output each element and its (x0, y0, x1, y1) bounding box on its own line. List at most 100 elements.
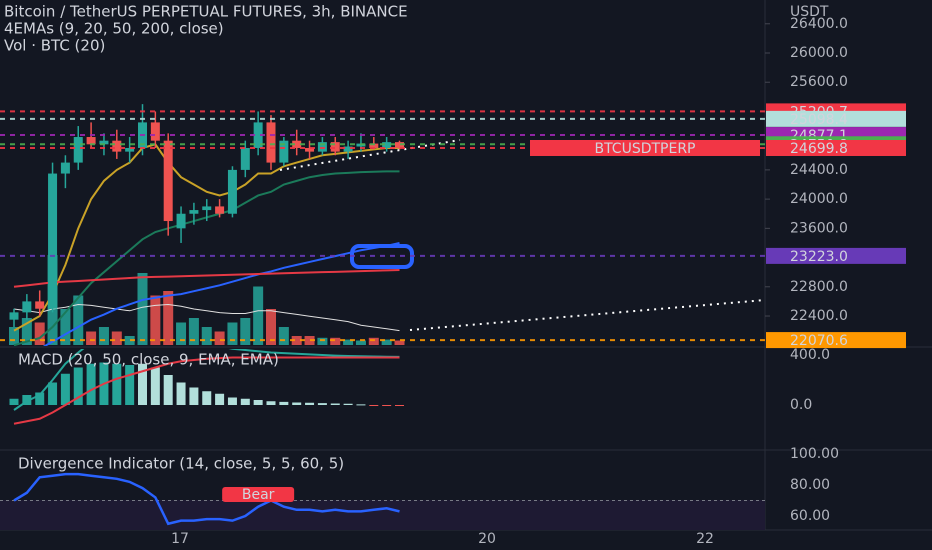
volume-bar (73, 295, 84, 345)
overlays: 25200.725098.424877.124750.824699.8BTCUS… (0, 103, 906, 349)
price-tag (766, 332, 906, 349)
macd-histogram-bar (48, 382, 58, 405)
macd-histogram-bar (343, 403, 353, 405)
macd-histogram-bar (150, 367, 160, 405)
volume-bar (163, 291, 174, 345)
price-tag (766, 247, 906, 264)
symbol-tag-label: BTCUSDTPERP (594, 141, 695, 157)
candle-body (292, 140, 302, 148)
macd-tick-label: 0.0 (790, 397, 812, 413)
volume-bar (240, 318, 251, 345)
volume-bar (214, 331, 225, 345)
macd-pane (9, 349, 404, 425)
macd-histogram-bar (138, 363, 147, 405)
price-tag (766, 139, 906, 156)
ema-line (42, 241, 400, 346)
volume-bar (227, 322, 238, 345)
candle-body (112, 140, 122, 152)
price-tick-label: 25600.0 (790, 74, 848, 90)
macd-tick-label: 400.0 (790, 347, 830, 363)
candle-body (60, 162, 70, 174)
price-tick-label: 23600.0 (790, 220, 848, 236)
macd-histogram-bar (305, 402, 315, 405)
candle-body (86, 137, 96, 145)
macd-histogram-bar (266, 401, 276, 405)
macd-histogram-bar (189, 387, 199, 405)
price-tick-label: 22800.0 (790, 279, 848, 295)
time-tick-label: 22 (696, 531, 714, 547)
macd-histogram-bar (253, 400, 263, 405)
price-tick-label: 24400.0 (790, 162, 848, 178)
macd-legend: MACD (20, 50, close, 9, EMA, EMA) (18, 351, 279, 369)
macd-histogram-bar (227, 397, 237, 405)
volume-bar (330, 337, 341, 345)
candle-body (202, 206, 212, 211)
symbol-title: Bitcoin / TetherUS PERPETUAL FUTURES, 3h… (4, 3, 408, 21)
price-pane (9, 104, 405, 346)
volume-bar (188, 318, 199, 345)
candle-body (266, 122, 276, 163)
macd-histogram-bar (317, 403, 327, 405)
macd-histogram-bar (395, 405, 404, 406)
candle-body (22, 301, 32, 313)
price-tick-label: 24000.0 (790, 191, 848, 207)
macd-histogram-bar (112, 363, 122, 405)
volume-bar (253, 286, 264, 345)
candle-body (163, 140, 173, 222)
macd-histogram-bar (215, 393, 225, 405)
macd-line (13, 349, 400, 411)
candle-body (48, 173, 58, 309)
divergence-tick-label: 80.00 (790, 477, 830, 493)
volume-bar (304, 336, 315, 345)
candle-body (125, 147, 135, 152)
currency: USDT (790, 4, 829, 20)
volume-legend: Vol · BTC (20) (4, 37, 105, 55)
volume-bar (150, 295, 161, 345)
divergence-pane (0, 472, 765, 526)
candle-body (382, 142, 392, 148)
price-tick-label: 22400.0 (790, 308, 848, 324)
volume-bar (98, 327, 109, 345)
volume-bar (278, 327, 289, 345)
price-tag-label: 24699.8 (790, 141, 848, 157)
price-tick-label: 26000.0 (790, 45, 848, 61)
time-tick-label: 20 (478, 531, 496, 547)
volume-bar (266, 309, 276, 345)
candle-body (305, 147, 315, 152)
volume-bar (60, 309, 71, 345)
candle-body (150, 122, 160, 141)
candle-body (227, 169, 237, 214)
macd-histogram-bar (125, 365, 135, 405)
macd-histogram-bar (35, 392, 45, 405)
candle-body (395, 142, 404, 148)
price-tag-label: 23223.0 (790, 249, 848, 265)
volume-bar (394, 340, 405, 345)
bear-signal (222, 487, 295, 502)
volume-bar (124, 336, 135, 345)
macd-histogram-bar (60, 373, 70, 405)
volume-bar (34, 322, 45, 345)
macd-histogram-bar (176, 382, 186, 405)
divergence-line (13, 472, 400, 526)
macd-histogram-bar (356, 404, 366, 406)
candle-body (73, 137, 83, 163)
volume-bar (291, 336, 302, 345)
volume-bar (9, 327, 19, 345)
candle-body (253, 122, 263, 148)
time-tick-label: 17 (171, 531, 189, 547)
volume-bar (137, 273, 148, 345)
candle-body (176, 213, 186, 229)
volume-bar (111, 331, 122, 345)
macd-histogram-bar (86, 363, 96, 405)
candle-body (35, 301, 45, 309)
candle-body (317, 142, 327, 152)
candle-body (215, 206, 225, 214)
volume-bar (368, 337, 379, 345)
candle-body (240, 147, 250, 170)
macd-histogram-bar (202, 391, 212, 405)
volume-bar (21, 318, 32, 345)
candle-body (99, 140, 109, 145)
trend-line (279, 139, 461, 171)
